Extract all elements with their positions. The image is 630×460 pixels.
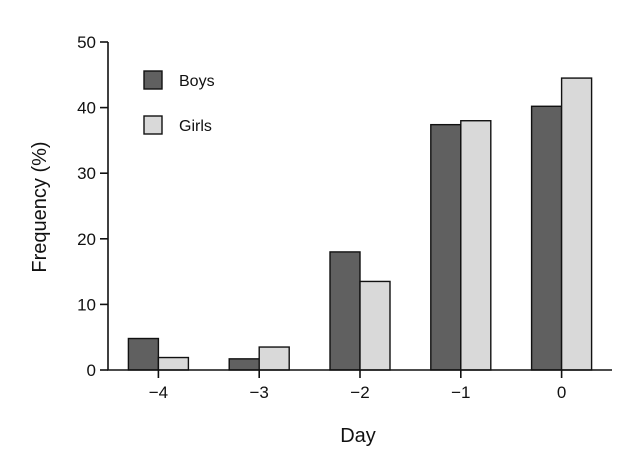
x-tick-label: −4 xyxy=(149,383,168,402)
bar-girls xyxy=(560,77,593,371)
legend-label-girls: Girls xyxy=(179,118,212,135)
y-tick-label: 30 xyxy=(77,164,96,183)
bar-girls xyxy=(258,346,290,371)
bar-boys xyxy=(329,251,361,371)
x-tick-label: −3 xyxy=(250,383,269,402)
y-tick-label: 10 xyxy=(77,295,96,314)
x-tick-label: 0 xyxy=(557,383,566,402)
bar-girls xyxy=(157,356,190,371)
x-tick-label: −1 xyxy=(451,383,470,402)
y-tick-label: 20 xyxy=(77,230,96,249)
legend-swatch-boys xyxy=(143,70,163,90)
bar-boys xyxy=(430,123,462,371)
legend-swatch-girls xyxy=(143,115,163,135)
bar-girls xyxy=(460,120,492,371)
y-axis-title: Frequency (%) xyxy=(29,141,51,272)
bar-boys xyxy=(127,337,160,371)
axes-group: 0 10 20 30 40 50 −4 −3 −2 −1 0 xyxy=(77,33,612,402)
legend-label-boys: Boys xyxy=(179,73,215,90)
bar-girls xyxy=(359,280,391,371)
legend: Boys Girls xyxy=(143,70,215,135)
y-tick-label: 50 xyxy=(77,33,96,52)
x-tick-label: −2 xyxy=(350,383,369,402)
y-tick-label: 40 xyxy=(77,99,96,118)
bar-boys xyxy=(530,105,563,371)
x-axis-title: Day xyxy=(340,425,376,447)
bar-boys xyxy=(228,358,260,371)
y-tick-label: 0 xyxy=(87,361,96,380)
